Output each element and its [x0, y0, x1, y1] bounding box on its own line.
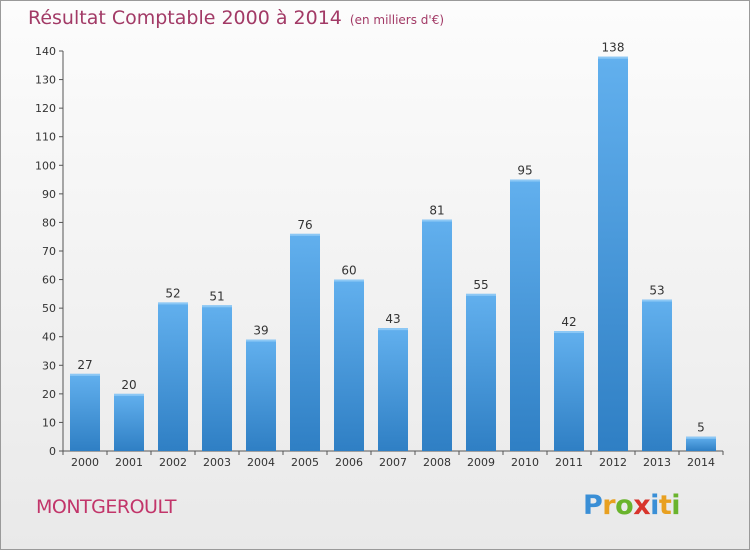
- place-name: MONTGEROULT: [36, 496, 177, 518]
- y-tick-label: 80: [42, 216, 56, 229]
- bar: [422, 219, 452, 451]
- bar: [510, 179, 540, 452]
- bar: [246, 339, 276, 451]
- data-label: 42: [561, 315, 576, 329]
- y-tick-label: 10: [42, 416, 56, 429]
- bar-top: [70, 373, 100, 376]
- bar-top: [422, 219, 452, 222]
- y-tick-label: 50: [42, 302, 56, 315]
- y-tick-label: 70: [42, 245, 56, 258]
- labels: 2000 27 2001 20 2002 52 2003 51 2004 39 2005 76 2006…: [71, 41, 715, 469]
- bar: [554, 331, 584, 451]
- bar: [70, 373, 100, 451]
- x-tick-label: 2009: [467, 456, 495, 469]
- data-label: 43: [385, 312, 400, 326]
- data-label: 53: [649, 284, 664, 298]
- bar-top: [246, 339, 276, 342]
- bar-top: [642, 299, 672, 302]
- x-tick-label: 2010: [511, 456, 539, 469]
- y-tick-label: 0: [49, 445, 56, 458]
- bar-top: [686, 436, 716, 439]
- bar: [378, 328, 408, 451]
- y-tick-label: 110: [35, 131, 56, 144]
- bar-top: [114, 393, 144, 396]
- data-label: 76: [297, 218, 312, 232]
- logo-letter: x: [633, 490, 651, 521]
- data-label: 60: [341, 264, 356, 278]
- x-tick-label: 2014: [687, 456, 715, 469]
- x-tick-label: 2008: [423, 456, 451, 469]
- logo-letter: o: [615, 490, 634, 521]
- logo-letter: r: [602, 490, 616, 521]
- y-tick-label: 90: [42, 188, 56, 201]
- bar-top: [334, 279, 364, 282]
- bar: [114, 393, 144, 451]
- data-label: 39: [253, 324, 268, 338]
- chart-title: Résultat Comptable 2000 à 2014 (en millie…: [28, 7, 445, 29]
- y-tick-label: 120: [35, 102, 56, 115]
- bar: [466, 293, 496, 451]
- x-tick-label: 2011: [555, 456, 583, 469]
- x-tick-label: 2000: [71, 456, 99, 469]
- bar-top: [202, 305, 232, 308]
- x-tick-label: 2006: [335, 456, 363, 469]
- logo-letter: P: [583, 490, 603, 521]
- bar-top: [598, 56, 628, 59]
- y-tick-label: 30: [42, 359, 56, 372]
- chart-subtitle: (en milliers d'€): [349, 13, 445, 27]
- x-tick-label: 2013: [643, 456, 671, 469]
- bar-top: [158, 302, 188, 305]
- bar: [334, 279, 364, 451]
- data-label: 138: [602, 41, 625, 55]
- data-label: 51: [209, 289, 224, 303]
- y-tick-label: 60: [42, 274, 56, 287]
- data-label: 95: [517, 164, 532, 178]
- data-label: 20: [121, 378, 136, 392]
- logo-letter: i: [671, 490, 681, 521]
- bar: [158, 302, 188, 451]
- bar: [202, 305, 232, 451]
- bar-top: [554, 331, 584, 333]
- bars: [70, 56, 716, 452]
- x-tick-label: 2007: [379, 456, 407, 469]
- x-tick-label: 2003: [203, 456, 231, 469]
- bar-top: [510, 179, 540, 182]
- y-tick-label: 100: [35, 159, 56, 172]
- bar: [290, 233, 320, 451]
- data-label: 52: [165, 286, 180, 300]
- x-tick-label: 2001: [115, 456, 143, 469]
- y-tick-label: 20: [42, 388, 56, 401]
- x-tick-label: 2012: [599, 456, 627, 469]
- data-label: 27: [77, 358, 92, 372]
- bar-top: [290, 233, 320, 236]
- data-label: 55: [473, 278, 488, 292]
- logo-letter: t: [658, 490, 672, 521]
- logo-letter: i: [650, 490, 659, 521]
- x-tick-label: 2004: [247, 456, 275, 469]
- bar-top: [466, 293, 496, 296]
- y-tick-label: 140: [35, 45, 56, 58]
- proxiti-logo[interactable]: Proxiti: [583, 490, 681, 521]
- data-label: 5: [697, 421, 705, 435]
- bar-top: [378, 328, 408, 331]
- bar: [598, 56, 628, 451]
- x-tick-label: 2005: [291, 456, 319, 469]
- bar: [686, 436, 716, 451]
- data-label: 81: [429, 204, 444, 218]
- x-tick-label: 2002: [159, 456, 187, 469]
- y-tick-label: 130: [35, 74, 56, 87]
- bar: [642, 299, 672, 451]
- y-tick-label: 40: [42, 331, 56, 344]
